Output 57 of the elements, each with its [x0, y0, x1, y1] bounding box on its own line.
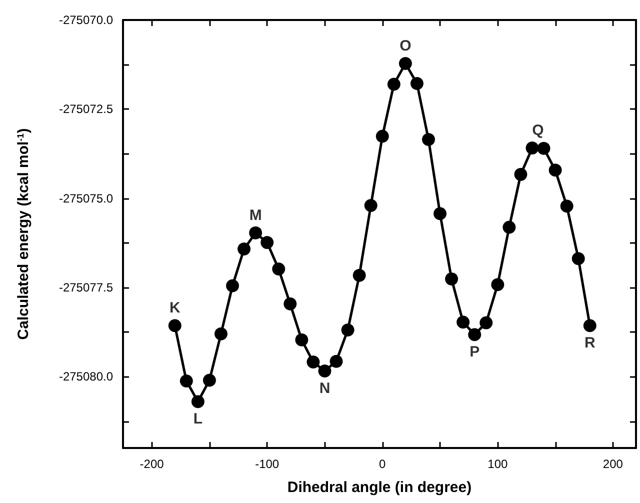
- point: [260, 236, 274, 250]
- point: [387, 78, 400, 91]
- point: [491, 278, 504, 292]
- y-tick-label: -275080.0: [58, 370, 114, 384]
- annotation: L: [193, 410, 203, 428]
- annotation: K: [169, 300, 180, 317]
- point: [548, 164, 562, 177]
- point: [514, 168, 528, 181]
- point: [341, 323, 354, 336]
- annotation: O: [400, 38, 412, 55]
- x-tick-label: 0: [379, 457, 386, 471]
- annotation: P: [470, 344, 480, 361]
- point: [202, 374, 216, 387]
- point: [318, 364, 332, 378]
- point: [422, 132, 435, 146]
- annotation: M: [249, 206, 262, 224]
- point: [180, 374, 193, 388]
- point: [410, 76, 424, 90]
- point: [191, 395, 204, 408]
- point: [295, 333, 308, 346]
- point: [214, 327, 228, 340]
- point: [398, 57, 412, 70]
- annotation: N: [319, 380, 330, 397]
- point: [352, 268, 366, 282]
- y-tick-label: -275072.5: [58, 102, 114, 116]
- x-tick-label: -100: [255, 457, 280, 471]
- point: [364, 198, 378, 212]
- y-tick-label: -275075.0: [58, 191, 114, 206]
- x-tick-label: -200: [140, 457, 164, 471]
- point: [502, 220, 516, 234]
- x-tick-label: 100: [488, 457, 508, 471]
- y-tick-label: -275070.0: [58, 13, 114, 27]
- point: [168, 319, 182, 332]
- point: [560, 200, 574, 213]
- point: [583, 319, 596, 332]
- x-axis-title: Dihedral angle (in degree): [287, 479, 472, 496]
- x-tick-label: 200: [602, 457, 624, 471]
- point: [249, 226, 262, 240]
- annotation: Q: [532, 122, 544, 140]
- annotation: R: [584, 334, 596, 352]
- point: [572, 252, 585, 266]
- y-axis-title: Calculated energy (kcal mol-1): [15, 128, 32, 340]
- y-tick-label: -275077.5: [58, 280, 114, 294]
- point: [238, 242, 251, 256]
- point: [537, 142, 550, 155]
- point: [376, 130, 389, 143]
- point: [468, 328, 482, 342]
- point: [456, 316, 470, 329]
- point: [306, 356, 320, 369]
- point: [284, 297, 297, 310]
- point: [480, 316, 493, 330]
- point: [526, 142, 539, 155]
- point: [226, 279, 240, 292]
- point: [445, 272, 458, 286]
- point: [330, 354, 343, 368]
- point: [272, 262, 286, 276]
- point: [434, 207, 447, 220]
